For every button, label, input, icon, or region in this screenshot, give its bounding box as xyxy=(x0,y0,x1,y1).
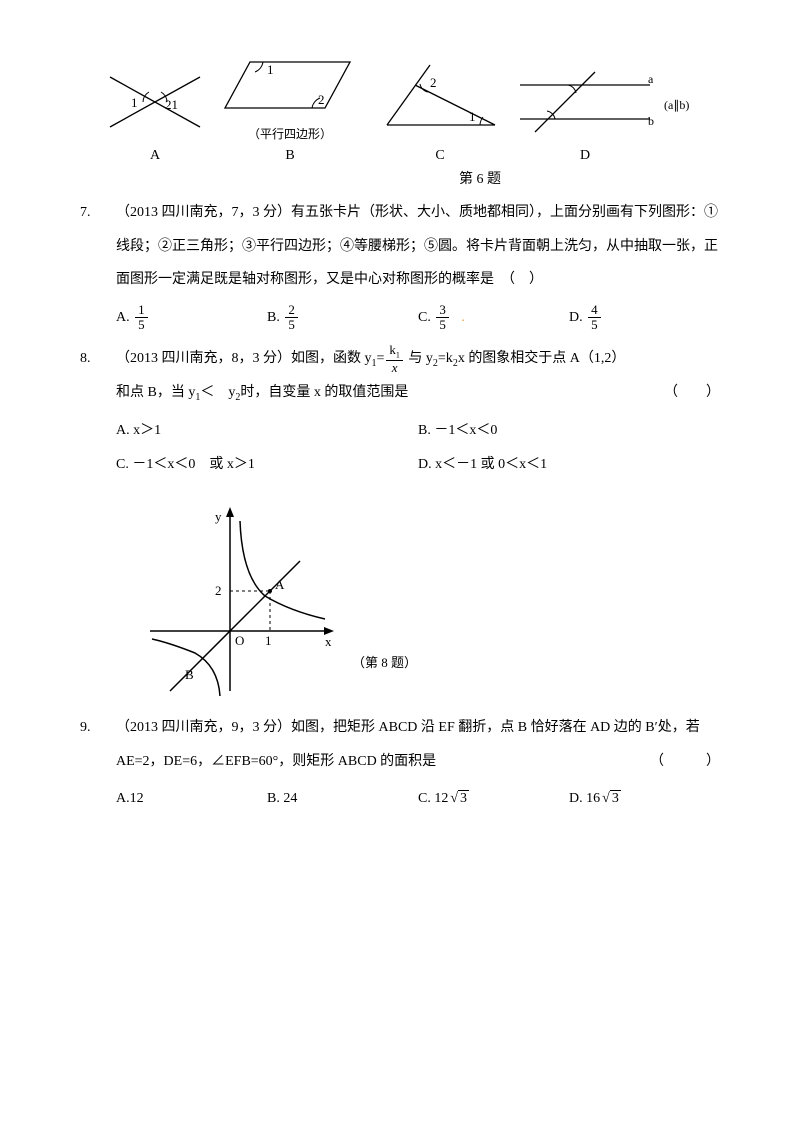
q8-graph-caption: （第 8 题） xyxy=(352,652,417,671)
figure-caption-q6: 第 6 题 xyxy=(240,168,720,188)
question-7-number: 7. xyxy=(80,196,116,334)
figure-row-q6: 1 21 A 1 2 （平行四边形） B xyxy=(100,50,720,164)
figure-b: 1 2 （平行四边形） B xyxy=(210,50,370,164)
question-7: 7. （2013 四川南充，7，3 分）有五张卡片（形状、大小、质地都相同），上… xyxy=(80,196,720,334)
q7-option-a: A. 15 xyxy=(116,301,267,335)
question-8-options: A. x＞1 B. －1＜x＜0 C. －1＜x＜0 或 x＞1 D. x＜－1… xyxy=(116,414,720,481)
svg-text:1: 1 xyxy=(265,633,272,648)
q8-graph-container: y x O 1 2 A B （第 8 题） xyxy=(140,501,720,701)
question-8: 8. （2013 四川南充，8，3 分）如图，函数 y1=k1x 与 y2=k2… xyxy=(80,342,720,481)
svg-text:a: a xyxy=(648,72,654,86)
figure-b-label: B xyxy=(210,148,370,164)
question-7-text: （2013 四川南充，7，3 分）有五张卡片（形状、大小、质地都相同），上面分别… xyxy=(116,196,720,297)
figure-c: 2 1 C xyxy=(370,57,510,164)
svg-text:2: 2 xyxy=(318,92,325,107)
q9-answer-paren: （ ） xyxy=(650,745,720,779)
question-9-options: A.12 B. 24 C. 123 D. 163 xyxy=(116,782,720,816)
figure-d-note: (a∥b) xyxy=(664,98,689,113)
question-8-number: 8. xyxy=(80,342,116,481)
q9-option-a: A.12 xyxy=(116,782,267,816)
q8-option-c: C. －1＜x＜0 或 x＞1 xyxy=(116,448,418,482)
q7-option-b: B. 25 xyxy=(267,301,418,335)
figure-a: 1 21 A xyxy=(100,67,210,164)
figure-a-label: A xyxy=(100,148,210,164)
figure-b-note: （平行四边形） xyxy=(210,125,370,142)
q8-answer-paren: （ ） xyxy=(664,376,720,410)
q9-option-d: D. 163 xyxy=(569,782,720,816)
q8-graph-svg: y x O 1 2 A B xyxy=(140,501,340,701)
q7-option-d: D. 45 xyxy=(569,301,720,335)
question-9: 9. （2013 四川南充，9，3 分）如图，把矩形 ABCD 沿 EF 翻折，… xyxy=(80,711,720,816)
question-8-text-line1: （2013 四川南充，8，3 分）如图，函数 y1=k1x 与 y2=k2x 的… xyxy=(116,342,720,376)
figure-c-svg: 2 1 xyxy=(375,57,505,137)
svg-text:1: 1 xyxy=(267,62,274,77)
q7-option-c: C. 35 . xyxy=(418,301,569,335)
question-9-number: 9. xyxy=(80,711,116,816)
svg-text:21: 21 xyxy=(165,97,178,112)
q8-option-d: D. x＜－1 或 0＜x＜1 xyxy=(418,448,720,482)
q8-option-a: A. x＞1 xyxy=(116,414,418,448)
question-7-body: （2013 四川南充，7，3 分）有五张卡片（形状、大小、质地都相同），上面分别… xyxy=(116,196,720,334)
orange-dot-icon: . xyxy=(454,310,465,325)
svg-text:1: 1 xyxy=(469,109,476,124)
q9-option-b: B. 24 xyxy=(267,782,418,816)
q8-option-b: B. －1＜x＜0 xyxy=(418,414,720,448)
svg-text:B: B xyxy=(185,667,194,682)
question-8-text-line2: 和点 B，当 y1＜ y2时，自变量 x 的取值范围是 （ ） xyxy=(116,376,720,410)
svg-text:A: A xyxy=(275,577,285,592)
svg-text:2: 2 xyxy=(430,75,437,90)
question-7-options: A. 15 B. 25 C. 35 . D. 45 xyxy=(116,301,720,335)
svg-text:O: O xyxy=(235,633,244,648)
svg-text:y: y xyxy=(215,509,222,524)
figure-d-svg: a b xyxy=(510,67,660,137)
figure-b-svg: 1 2 xyxy=(215,50,365,120)
svg-text:x: x xyxy=(325,634,332,649)
svg-text:2: 2 xyxy=(215,583,222,598)
question-9-body: （2013 四川南充，9，3 分）如图，把矩形 ABCD 沿 EF 翻折，点 B… xyxy=(116,711,720,816)
figure-d-label: D xyxy=(510,148,660,164)
exam-page: 1 21 A 1 2 （平行四边形） B xyxy=(0,0,800,856)
question-9-text: （2013 四川南充，9，3 分）如图，把矩形 ABCD 沿 EF 翻折，点 B… xyxy=(116,711,720,778)
figure-c-label: C xyxy=(370,148,510,164)
question-8-body: （2013 四川南充，8，3 分）如图，函数 y1=k1x 与 y2=k2x 的… xyxy=(116,342,720,481)
svg-text:1: 1 xyxy=(131,95,138,110)
q9-option-c: C. 123 xyxy=(418,782,569,816)
svg-text:b: b xyxy=(648,114,654,128)
figure-a-svg: 1 21 xyxy=(105,67,205,137)
figure-d: a b D (a∥b) xyxy=(510,67,710,164)
